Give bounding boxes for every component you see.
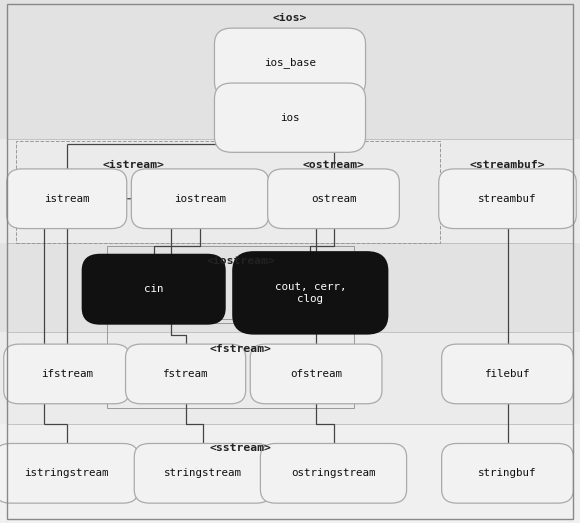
FancyBboxPatch shape	[215, 83, 365, 152]
Text: stringstream: stringstream	[164, 468, 242, 479]
Text: ios_base: ios_base	[264, 58, 316, 68]
FancyBboxPatch shape	[6, 169, 127, 229]
Text: <ostream>: <ostream>	[303, 160, 364, 170]
FancyBboxPatch shape	[233, 252, 387, 334]
Text: ofstream: ofstream	[290, 369, 342, 379]
FancyBboxPatch shape	[441, 344, 574, 404]
Text: <iostream>: <iostream>	[206, 256, 275, 267]
FancyBboxPatch shape	[215, 28, 365, 97]
Text: ios: ios	[280, 112, 300, 123]
Bar	[0, 0, 580, 139]
Text: istream: istream	[44, 194, 89, 204]
Bar	[0, 139, 580, 243]
FancyBboxPatch shape	[3, 344, 130, 404]
Text: streambuf: streambuf	[478, 194, 536, 204]
FancyBboxPatch shape	[267, 169, 400, 229]
Text: <ios>: <ios>	[273, 13, 307, 24]
FancyBboxPatch shape	[438, 169, 577, 229]
FancyBboxPatch shape	[131, 169, 269, 229]
Text: filebuf: filebuf	[485, 369, 530, 379]
FancyBboxPatch shape	[250, 344, 382, 404]
Text: istringstream: istringstream	[24, 468, 109, 479]
FancyBboxPatch shape	[125, 344, 246, 404]
Text: cin: cin	[144, 284, 164, 294]
Text: ifstream: ifstream	[41, 369, 93, 379]
Text: <fstream>: <fstream>	[210, 344, 271, 355]
FancyBboxPatch shape	[260, 444, 407, 503]
Text: <sstream>: <sstream>	[210, 443, 271, 453]
Text: ostringstream: ostringstream	[291, 468, 376, 479]
FancyBboxPatch shape	[441, 444, 574, 503]
Text: stringbuf: stringbuf	[478, 468, 536, 479]
Text: <streambuf>: <streambuf>	[470, 160, 545, 170]
Bar	[0, 243, 580, 332]
Text: <istream>: <istream>	[103, 160, 164, 170]
Bar	[0, 424, 580, 523]
Bar	[16, 141, 440, 243]
Text: iostream: iostream	[174, 194, 226, 204]
Text: ostream: ostream	[311, 194, 356, 204]
Bar	[107, 323, 354, 408]
Bar	[107, 246, 354, 319]
FancyBboxPatch shape	[134, 444, 272, 503]
FancyBboxPatch shape	[0, 444, 139, 503]
Text: fstream: fstream	[163, 369, 208, 379]
Bar	[0, 332, 580, 424]
Text: cout, cerr,
clog: cout, cerr, clog	[274, 282, 346, 304]
FancyBboxPatch shape	[82, 255, 225, 324]
